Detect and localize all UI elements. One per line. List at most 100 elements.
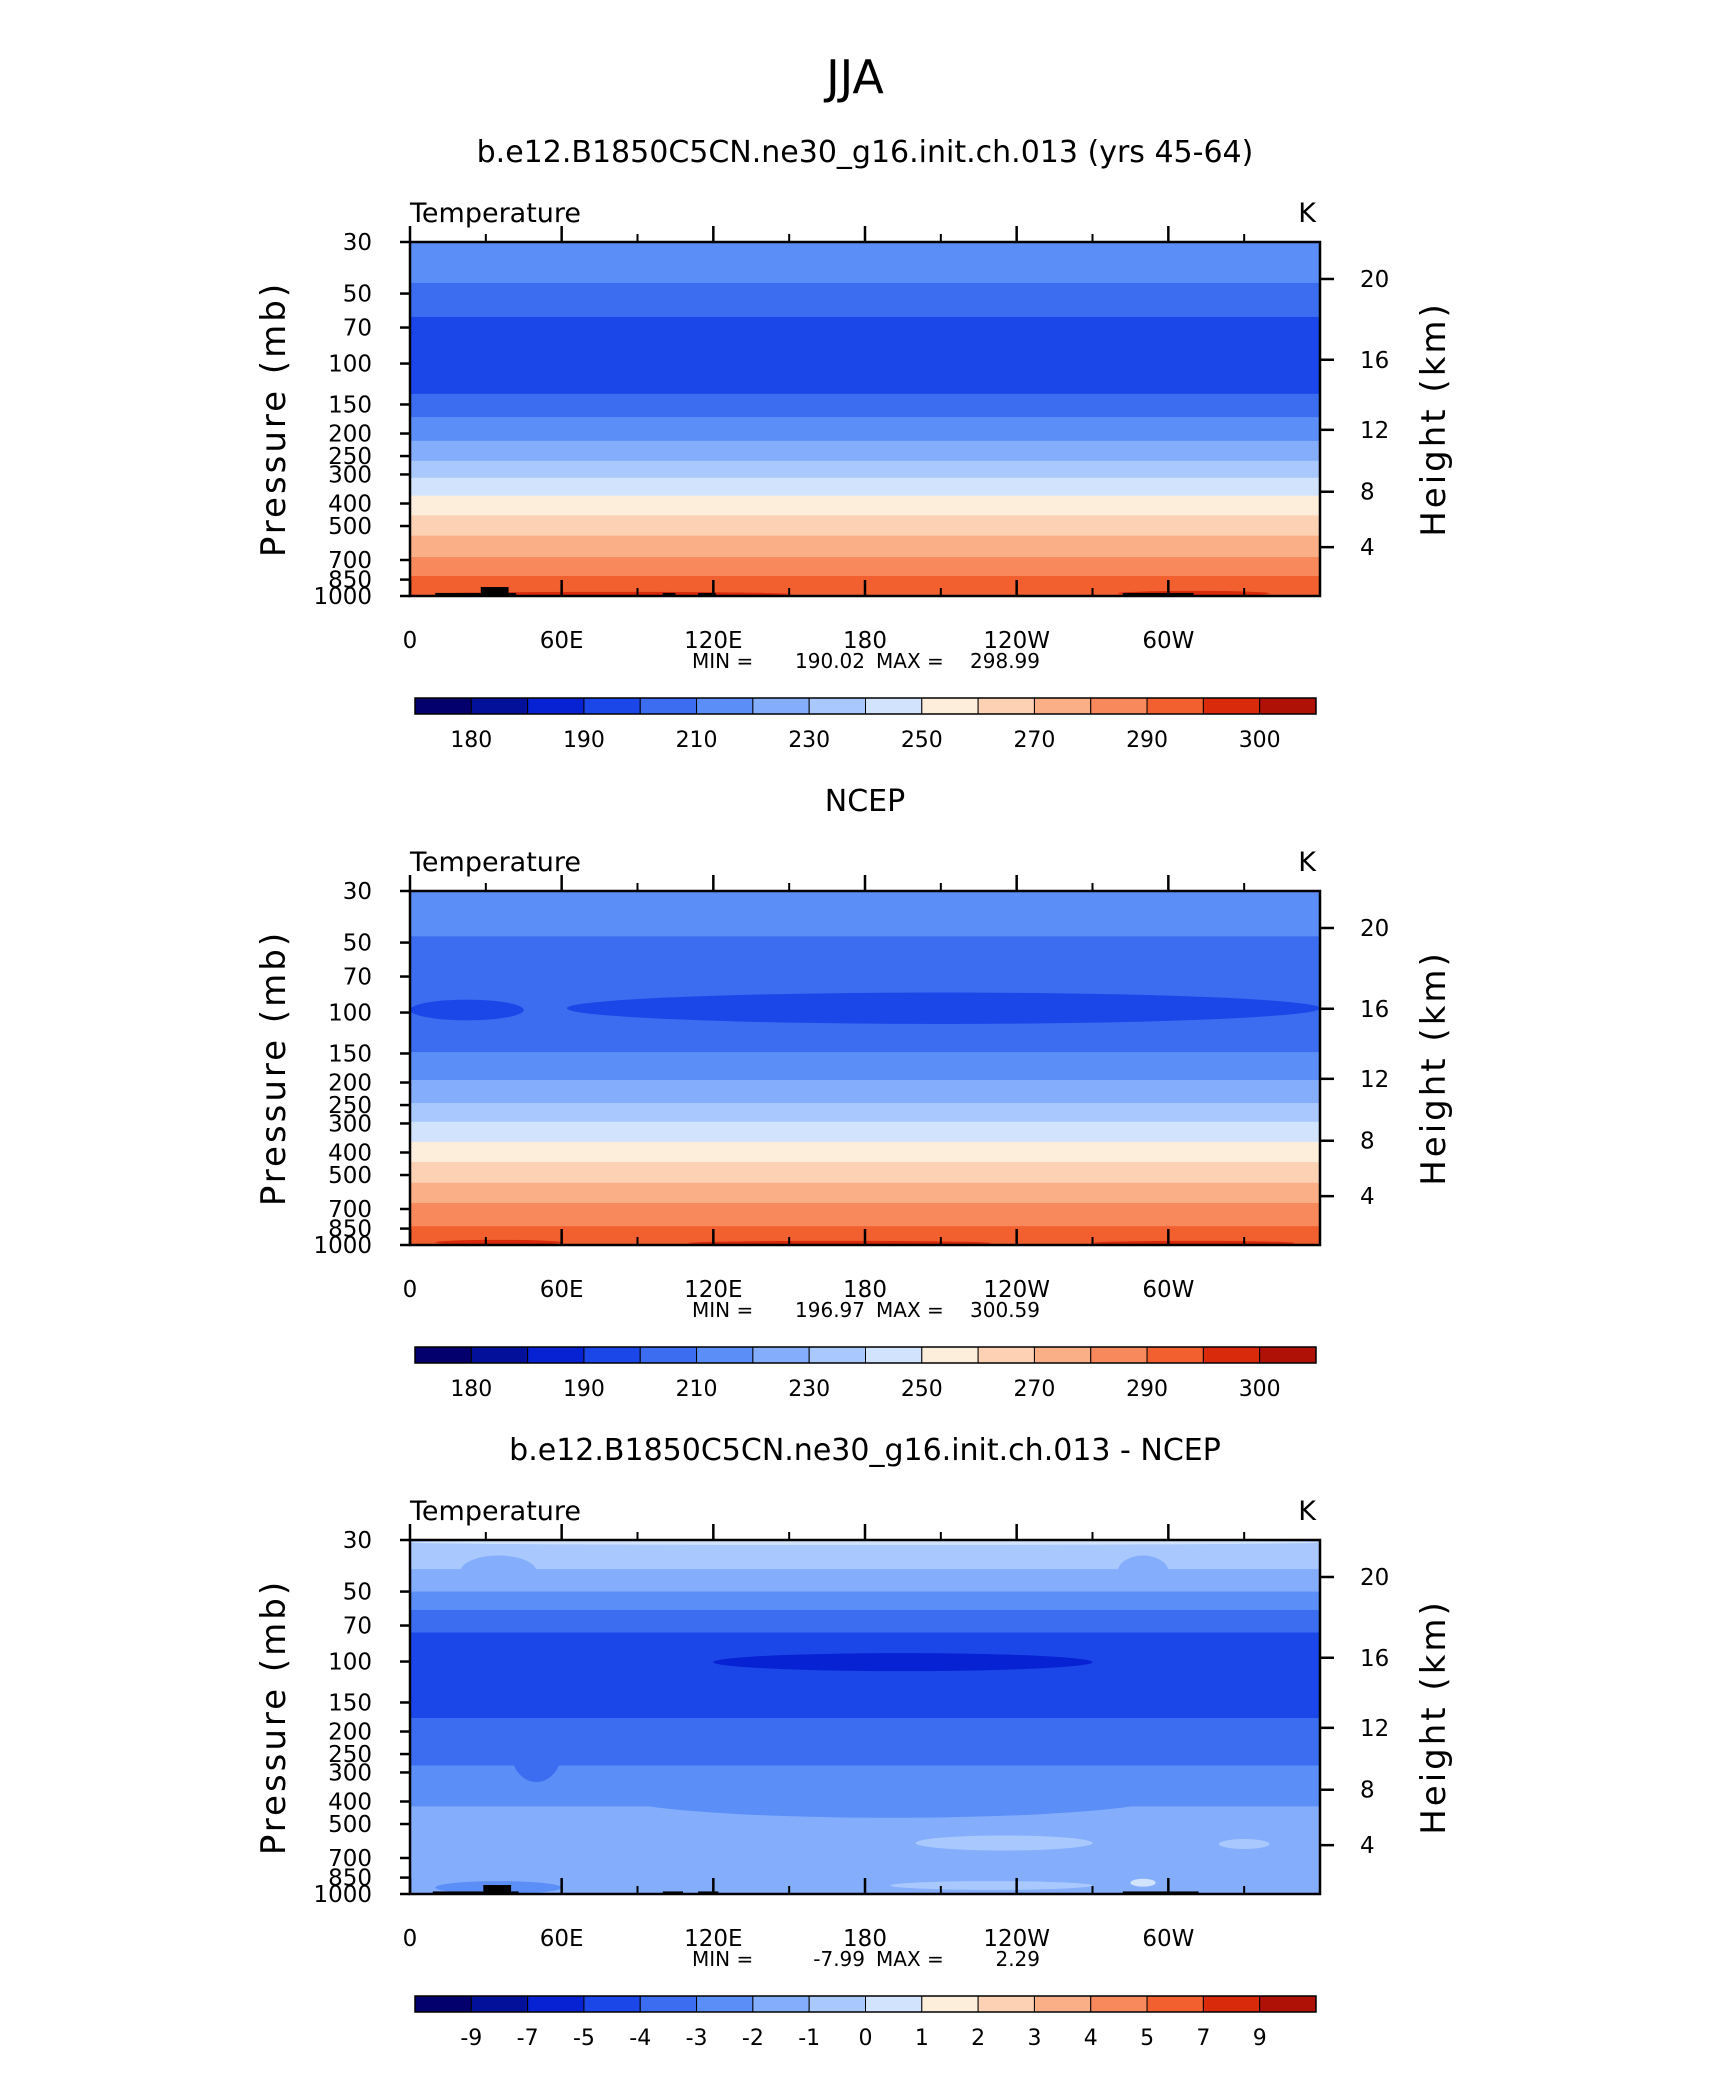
colorbar-box — [977, 697, 1035, 715]
y-tick-label: 70 — [343, 965, 372, 991]
x-tick-label: 180 — [843, 1926, 887, 1952]
y-tick-label: 30 — [343, 230, 372, 256]
y-tick-label: 70 — [343, 1614, 372, 1640]
colorbar-box — [977, 1346, 1035, 1364]
y-tick-label: 400 — [328, 1789, 372, 1815]
y-tick-label: 50 — [343, 931, 372, 957]
contour-band — [410, 1591, 1320, 1611]
x-tick-label: 180 — [843, 1277, 887, 1303]
stats-max-value: 300.59 — [970, 1298, 1040, 1322]
y-axis-label: Pressure (mb) — [254, 1579, 294, 1855]
contour-feature — [460, 1555, 537, 1588]
terrain-mask — [698, 592, 716, 596]
y-tick-label: 250 — [328, 1093, 372, 1119]
right-string: K — [1298, 198, 1317, 229]
stats-max-label: MAX = — [876, 649, 944, 673]
contour-area — [410, 242, 1320, 596]
contour-band — [410, 1052, 1320, 1081]
colorbar-box — [808, 1995, 866, 2013]
x-tick-label: 60W — [1142, 1926, 1194, 1952]
contour-feature — [566, 992, 1320, 1024]
colorbar-label: 4 — [1084, 2026, 1098, 2051]
colorbar-label: 210 — [676, 728, 718, 753]
colorbar-box — [865, 697, 923, 715]
terrain-mask — [432, 1891, 484, 1894]
colorbar-label: 290 — [1126, 728, 1168, 753]
stats-max-value: 2.29 — [995, 1947, 1040, 1971]
colorbar: 180 190 210 230 250 270 290 300 — [414, 697, 1317, 753]
colorbar-box — [583, 1995, 641, 2013]
colorbar-label: 190 — [563, 1377, 605, 1402]
y-tick-label: 250 — [328, 444, 372, 470]
colorbar-frame — [414, 1346, 1317, 1364]
y-axis-label: Pressure (mb) — [254, 930, 294, 1206]
contour-band — [410, 535, 1320, 558]
stats-max-label: MAX = — [876, 1298, 944, 1322]
y2-tick-label: 12 — [1360, 1716, 1389, 1742]
colorbar-label: -5 — [573, 2026, 595, 2051]
colorbar-box — [752, 697, 810, 715]
colorbar-box — [583, 1346, 641, 1364]
contour-band — [410, 1103, 1320, 1123]
stats-min-value: -7.99 — [813, 1947, 865, 1971]
y-tick-label: 700 — [328, 1197, 372, 1223]
colorbar-label: 250 — [901, 728, 943, 753]
colorbar-box — [639, 1346, 698, 1364]
colorbar-box — [1259, 697, 1317, 715]
x-tick-label: 180 — [843, 628, 887, 654]
y-tick-label: 300 — [328, 462, 372, 488]
y-tick-label: 500 — [328, 1812, 372, 1838]
panel-title: b.e12.B1850C5CN.ne30_g16.init.ch.013 (yr… — [477, 135, 1254, 170]
colorbar-label: 270 — [1013, 1377, 1055, 1402]
colorbar-box — [752, 1346, 810, 1364]
contour-feature — [1218, 1839, 1270, 1849]
y-tick-label: 400 — [328, 1140, 372, 1166]
y-tick-label: 250 — [328, 1742, 372, 1768]
stats-max-value: 298.99 — [970, 649, 1040, 673]
contour-band — [410, 515, 1320, 537]
colorbar-box — [1090, 1995, 1148, 2013]
colorbar-box — [808, 1346, 866, 1364]
colorbar-box — [921, 1995, 979, 2013]
panel-3: b.e12.B1850C5CN.ne30_g16.init.ch.013 - N… — [254, 1433, 1454, 2051]
terrain-mask — [662, 1891, 683, 1894]
terrain-mask — [480, 587, 509, 596]
x-tick-label: 60E — [540, 1926, 584, 1952]
panel-2: NCEP Temperature K 0 60E 120E 180 120W 60W 30 50 70… — [254, 784, 1454, 1402]
stats-min-label: MIN = — [692, 649, 753, 673]
colorbar-box — [696, 1995, 754, 2013]
colorbar-box — [414, 697, 472, 715]
contour-band — [410, 460, 1320, 479]
y-tick-label: 500 — [328, 514, 372, 540]
colorbar-label: -1 — [798, 2026, 820, 2051]
contour-area — [410, 1540, 1320, 1894]
x-tick-label: 0 — [403, 1926, 418, 1952]
colorbar-box — [1202, 697, 1261, 715]
y2-tick-label: 16 — [1360, 348, 1389, 374]
terrain-mask — [1122, 592, 1194, 596]
colorbar-box — [470, 1346, 529, 1364]
colorbar-frame — [414, 697, 1317, 715]
x-tick-label: 120W — [983, 1277, 1050, 1303]
colorbar-box — [752, 1995, 810, 2013]
x-tick-label: 120W — [983, 1926, 1050, 1952]
terrain-mask — [1122, 1891, 1199, 1894]
contour-band — [410, 1609, 1320, 1634]
y2-tick-label: 20 — [1360, 1565, 1389, 1591]
colorbar-label: 230 — [788, 728, 830, 753]
colorbar-label: 190 — [563, 728, 605, 753]
panel-title: NCEP — [825, 784, 905, 819]
y-tick-label: 1000 — [313, 1882, 372, 1908]
colorbar-box — [527, 697, 585, 715]
stats-min-value: 196.97 — [795, 1298, 865, 1322]
contour-feature — [713, 1653, 1093, 1672]
y2-axis-label: Height (km) — [1414, 301, 1454, 537]
colorbar-label: 270 — [1013, 728, 1055, 753]
colorbar-box — [921, 697, 979, 715]
x-tick-label: 60W — [1142, 1277, 1194, 1303]
colorbar-label: 7 — [1196, 2026, 1210, 2051]
y-tick-label: 50 — [343, 1580, 372, 1606]
panel-1: b.e12.B1850C5CN.ne30_g16.init.ch.013 (yr… — [254, 135, 1454, 753]
y-tick-label: 700 — [328, 548, 372, 574]
x-tick-label: 0 — [403, 628, 418, 654]
